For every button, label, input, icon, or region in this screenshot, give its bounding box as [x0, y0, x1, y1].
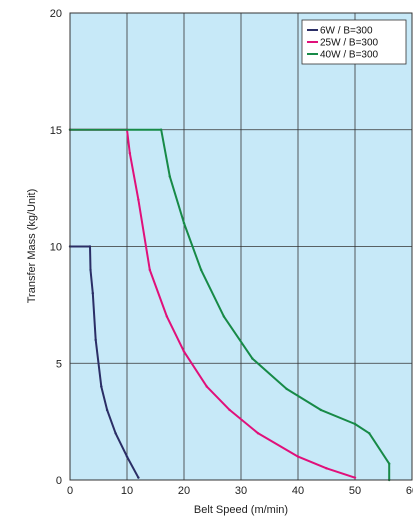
data-point: [353, 422, 357, 426]
series-layer: [68, 128, 391, 482]
legend-entry: 6W / B=300: [320, 26, 373, 37]
data-point: [285, 387, 288, 391]
data-point: [165, 315, 169, 318]
data-point: [91, 292, 95, 295]
legend-entry: 25W / B=300: [320, 38, 379, 49]
data-point: [88, 245, 92, 248]
data-point: [228, 408, 231, 412]
x-tick-label: 10: [121, 485, 133, 497]
data-point: [368, 432, 371, 435]
data-point: [353, 476, 357, 479]
data-point: [296, 455, 300, 458]
data-point: [325, 467, 328, 470]
legend-box: [301, 19, 407, 65]
x-tick-label: 50: [349, 485, 361, 497]
x-tick-label: 40: [292, 485, 304, 497]
y-tick-label: 20: [50, 8, 62, 20]
data-point: [182, 221, 186, 225]
data-point: [100, 385, 103, 388]
data-point: [256, 432, 260, 435]
x-axis-label: Belt Speed (m/min): [194, 504, 288, 516]
data-point: [182, 350, 186, 353]
data-point: [160, 128, 163, 131]
series-line-1: [70, 245, 140, 479]
x-tick-label: 0: [67, 485, 73, 497]
data-point: [94, 338, 97, 342]
data-point: [148, 268, 151, 272]
data-point: [114, 432, 117, 435]
y-axis-label: Transfer Mass (kg/Unit): [26, 189, 38, 304]
y-tick-label: 0: [56, 475, 62, 487]
x-tick-label: 60: [406, 485, 413, 497]
tick-labels: 0 10 20 30 40 50 60 0 5 10 15 20: [50, 8, 413, 497]
data-point: [137, 476, 140, 479]
data-point: [388, 462, 391, 465]
data-point: [105, 408, 109, 412]
plot-frame: [69, 12, 413, 481]
data-point: [222, 315, 226, 318]
data-point: [168, 175, 171, 178]
y-tick-label: 10: [50, 242, 62, 254]
data-point: [137, 198, 140, 201]
data-point: [128, 151, 132, 155]
x-tick-label: 30: [235, 485, 247, 497]
data-point: [205, 385, 208, 388]
data-point: [125, 455, 129, 458]
x-tick-label: 20: [178, 485, 190, 497]
data-point: [89, 268, 92, 272]
y-tick-label: 5: [56, 358, 62, 370]
data-point: [199, 268, 203, 272]
data-point: [319, 408, 322, 412]
data-point: [251, 357, 254, 360]
y-tick-label: 15: [50, 125, 62, 137]
legend-entry: 40W / B=300: [320, 50, 379, 61]
